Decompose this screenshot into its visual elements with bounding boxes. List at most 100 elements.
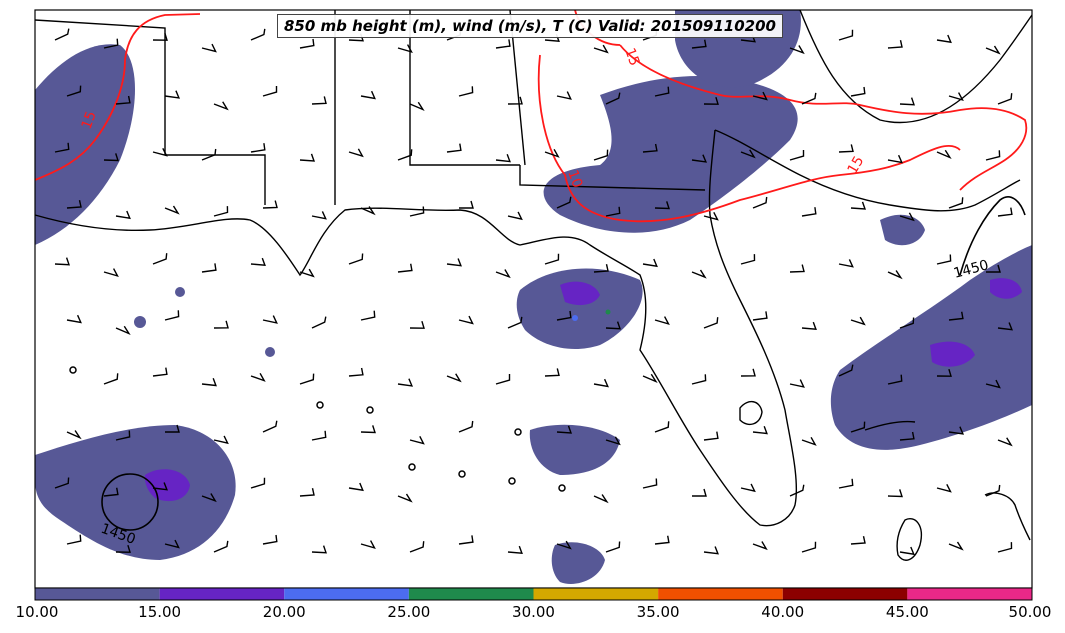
wind-barb [850, 86, 866, 97]
wind-barb [593, 149, 609, 161]
wind-barb [348, 367, 364, 377]
wind-barb [348, 148, 364, 158]
wind-barb [593, 264, 609, 273]
wind-barb [703, 211, 719, 221]
calm-marker [316, 401, 324, 409]
wind-barb [887, 40, 903, 49]
wind-barb [115, 210, 131, 220]
wind-barb [409, 541, 425, 553]
wind-barb [250, 477, 266, 489]
wind-barb [899, 317, 915, 329]
colorbar-segment [658, 588, 783, 600]
colorbar-tick-label: 50.00 [1008, 603, 1052, 621]
wind-barb [201, 148, 217, 161]
wind-barb [409, 101, 425, 112]
colorbar-segment [533, 588, 659, 600]
wind-barb [948, 426, 965, 435]
wind-barb [152, 32, 168, 41]
wind-barb [838, 259, 854, 268]
wind-barb [948, 311, 964, 321]
wind-barb [556, 310, 572, 321]
wind-barb [642, 478, 658, 489]
temp-label-2: 10 [564, 168, 585, 190]
wind-barb [801, 207, 817, 217]
wind-barb [789, 264, 805, 273]
wind-barb [703, 96, 719, 105]
colorbar-segment [284, 588, 409, 600]
wind-barb [311, 316, 327, 329]
shade-region-east-small [880, 214, 925, 246]
wind-barb [397, 493, 413, 503]
wind-barb [213, 435, 229, 445]
state-border-al-ga [409, 10, 520, 166]
colorbar-tick-label: 45.00 [885, 603, 929, 621]
wind-barb [801, 92, 817, 105]
wind-barb [360, 206, 376, 216]
wind-barb [740, 254, 756, 265]
wind-barb [66, 314, 82, 324]
wind-barb [654, 535, 670, 545]
wind-barb [789, 379, 805, 388]
temp-label-3: 15 [621, 46, 642, 68]
wind-barb [556, 425, 573, 434]
wind-barb [262, 200, 278, 209]
wind-barb [152, 147, 168, 157]
wind-barb [54, 477, 70, 489]
shade-region-sw [35, 425, 236, 560]
wind-barb [936, 368, 952, 377]
wind-barb [838, 364, 854, 377]
calm-marker [514, 428, 522, 436]
wind-barb [789, 150, 805, 161]
wind-barb [458, 420, 474, 433]
temp-label-4: 15 [845, 154, 868, 177]
shade-region-strong-4 [990, 278, 1022, 299]
shade-region-south-low [551, 542, 605, 584]
wind-barb [115, 325, 131, 336]
height-contours [101, 196, 1026, 531]
bahamas-coast-3 [864, 420, 916, 431]
colorbar-tick-label: 25.00 [387, 603, 431, 621]
wind-barb [936, 149, 952, 160]
colorbar-tick-label: 10.00 [15, 603, 59, 621]
wind-barb [446, 373, 462, 383]
wind-barb [103, 153, 119, 162]
wind-barb [360, 90, 376, 100]
wind-barb [850, 536, 866, 545]
wind-barb [838, 478, 854, 489]
wind-barb [348, 482, 364, 492]
shade-spot-5 [605, 309, 611, 315]
shade-region-south-center [529, 424, 620, 475]
wind-barb [899, 431, 915, 441]
wind-barb [556, 196, 572, 209]
wind-barb [397, 263, 413, 273]
wind-barb [152, 253, 168, 265]
wind-barb [544, 148, 560, 158]
wind-barb [409, 435, 425, 445]
wind-barb [250, 257, 266, 266]
wind-barb [299, 373, 315, 385]
wind-barb [691, 39, 707, 49]
wind-barb [299, 268, 315, 278]
wind-barb [556, 91, 572, 100]
colorbar [34, 587, 1033, 601]
wind-barb [801, 436, 817, 446]
wind-barb [997, 542, 1013, 553]
wind-barb [752, 311, 768, 321]
height-contour-low [101, 473, 159, 531]
wind-barb [213, 540, 229, 553]
colorbar-tick-label: 15.00 [138, 603, 182, 621]
wind-barb [899, 212, 915, 222]
wind-barb [495, 39, 511, 49]
wind-barb [691, 269, 707, 279]
wind-barb [936, 483, 952, 493]
wind-barb [250, 28, 266, 41]
wind-barb [642, 143, 658, 153]
wind-barb [152, 367, 168, 377]
wind-barb [948, 197, 964, 209]
wind-barb [936, 34, 952, 44]
calm-marker [558, 484, 566, 492]
wind-barb [458, 535, 474, 545]
wind-barb [605, 436, 621, 446]
